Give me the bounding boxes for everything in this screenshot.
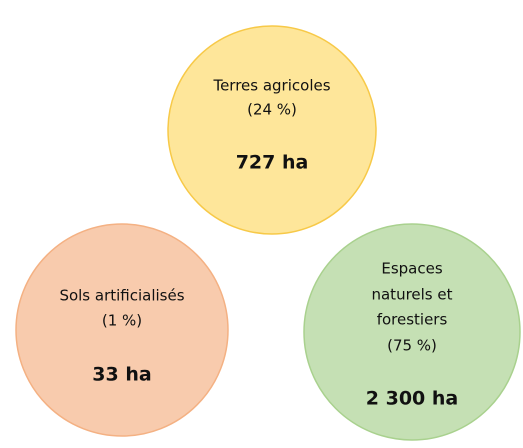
node-area: 727 ha <box>236 152 309 174</box>
node-label: Espaces <box>381 260 442 278</box>
node-area: 2 300 ha <box>366 388 458 410</box>
node-label: Terres agricoles <box>212 77 330 95</box>
node-share: (75 %) <box>387 337 437 355</box>
node-share: (24 %) <box>247 101 297 119</box>
node-label: Sols artificialisés <box>59 287 184 305</box>
node-share: (1 %) <box>102 312 142 330</box>
circle-natural <box>303 223 521 441</box>
node-label: naturels et <box>371 286 452 304</box>
node-area: 33 ha <box>92 364 151 386</box>
circle-artificial <box>15 223 229 437</box>
circle-agricultural <box>167 25 377 235</box>
node-label: forestiers <box>377 311 448 329</box>
